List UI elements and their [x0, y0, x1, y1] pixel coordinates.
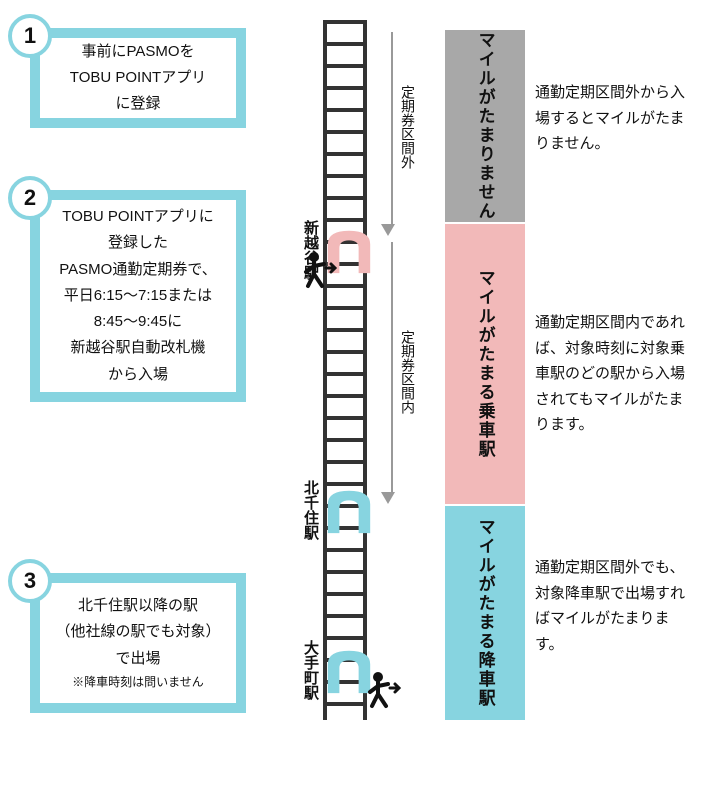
segment-label: 定期券区間内 — [398, 330, 418, 414]
zone-bar: マイルがたまりません — [445, 30, 525, 222]
zone-bar: マイルがたまる乗車駅 — [445, 224, 525, 504]
zone-title: マイルがたまる降車駅 — [471, 518, 498, 708]
step-line: （他社線の駅でも対象） — [55, 619, 220, 645]
walker-icon — [362, 670, 402, 710]
zone-description: 通勤定期区間外でも、対象降車駅で出場すればマイルがたまります。 — [535, 555, 695, 657]
step-box-1: 事前にPASMOをTOBU POINTアプリに登録 — [30, 28, 246, 128]
step-line: 登録した — [59, 230, 216, 256]
zone-bar: マイルがたまる降車駅 — [445, 506, 525, 720]
step-line: TOBU POINTアプリ — [70, 65, 206, 91]
zone-title: マイルがたまる乗車駅 — [471, 269, 498, 459]
step-box-2: TOBU POINTアプリに登録したPASMO通勤定期券で、平日6:15〜7:1… — [30, 190, 246, 402]
step-line: 8:45〜9:45に — [59, 309, 216, 335]
step-badge-2: 2 — [8, 176, 52, 220]
segment-label: 定期券区間外 — [398, 85, 418, 169]
step-line: 新越谷駅自動改札機 — [59, 335, 216, 361]
zone-title: マイルがたまりません — [471, 31, 498, 221]
step-line: 北千住駅以降の駅 — [55, 593, 220, 619]
segment-bracket — [385, 32, 393, 224]
segment-bracket — [385, 242, 393, 492]
step-line: PASMO通勤定期券で、 — [59, 257, 216, 283]
step-line: から入場 — [59, 362, 216, 388]
station-label: 大手町駅 — [300, 640, 321, 700]
step-badge-3: 3 — [8, 559, 52, 603]
step-line: で出場 — [55, 646, 220, 672]
station-label: 北千住駅 — [300, 480, 321, 540]
step-line: 平日6:15〜7:15または — [59, 283, 216, 309]
segment-arrow-icon — [381, 492, 395, 504]
railway-track — [323, 20, 367, 720]
step-box-3: 北千住駅以降の駅（他社線の駅でも対象）で出場※降車時刻は問いません — [30, 573, 246, 713]
walker-icon — [298, 250, 338, 290]
step-line: 事前にPASMOを — [70, 39, 206, 65]
zone-description: 通勤定期区間内であれば、対象時刻に対象乗車駅のどの駅から入場されてもマイルがたま… — [535, 310, 695, 438]
zone-description: 通勤定期区間外から入場するとマイルがたまりません。 — [535, 80, 695, 157]
station-gate-icon — [320, 485, 378, 537]
step-line: TOBU POINTアプリに — [59, 204, 216, 230]
step-line: に登録 — [70, 91, 206, 117]
step-note: ※降車時刻は問いません — [55, 672, 220, 693]
step-badge-1: 1 — [8, 14, 52, 58]
segment-arrow-icon — [381, 224, 395, 236]
